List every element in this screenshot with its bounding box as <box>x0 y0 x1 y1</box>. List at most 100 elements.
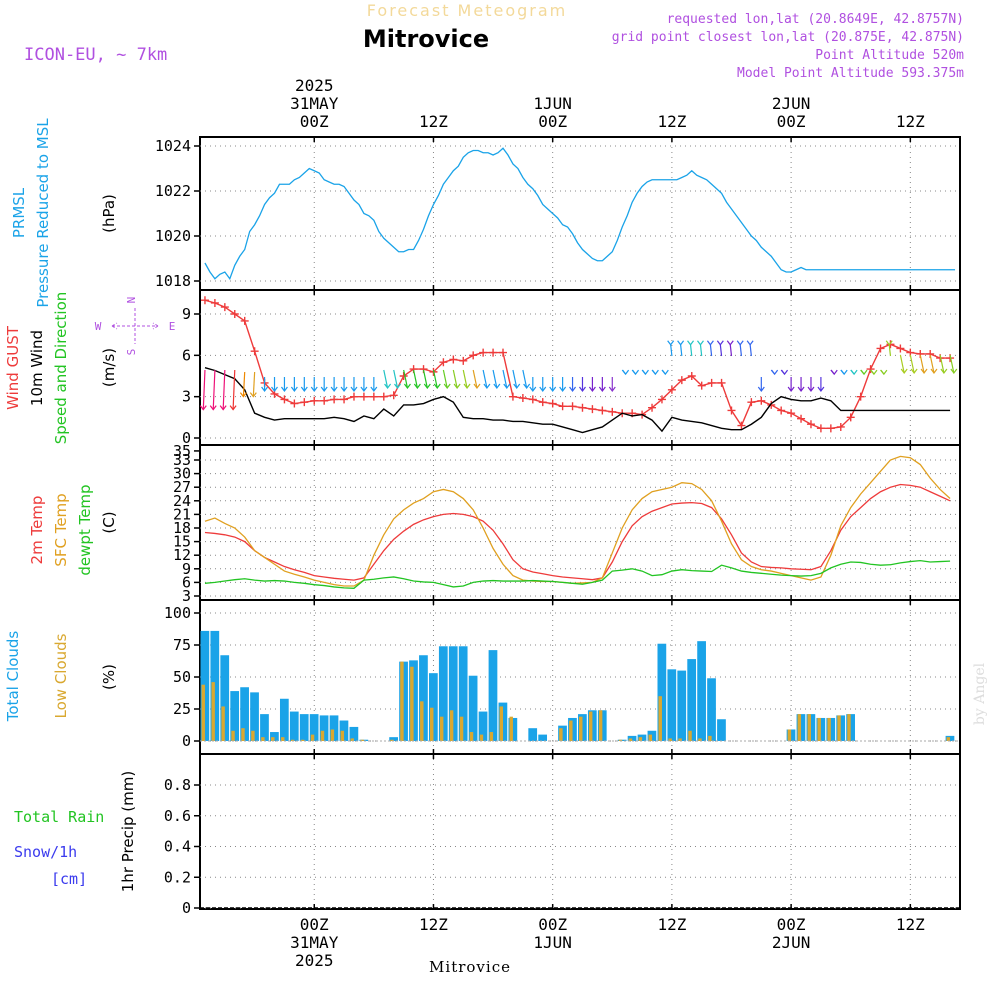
gust-marker <box>320 396 329 405</box>
total-clouds-bar <box>448 646 458 741</box>
low-clouds-bar <box>350 738 354 741</box>
panel-frame <box>199 444 961 601</box>
compass-label: E <box>169 320 176 333</box>
bottom-date-label: 1JUN <box>533 933 572 952</box>
top-date-label: 00Z <box>300 112 329 131</box>
low-clouds-bar <box>420 701 424 741</box>
total-clouds-bar <box>349 726 359 741</box>
wind-barb-head <box>920 368 928 375</box>
gust-marker <box>886 340 895 349</box>
wind-barb <box>709 344 713 357</box>
wind-barb-head <box>940 368 948 375</box>
low-clouds-bar <box>618 739 623 741</box>
gust-marker <box>558 402 567 411</box>
wind-barb <box>689 344 693 357</box>
wind-barb-head <box>870 369 878 376</box>
y-tick-label: 0.8 <box>164 776 191 794</box>
low-clouds-bar <box>787 729 792 741</box>
total-clouds-bar <box>250 692 259 741</box>
gust-marker <box>747 398 756 407</box>
wind-barb-head <box>830 369 838 376</box>
low-clouds-bar <box>708 735 712 741</box>
gust-marker <box>489 348 498 357</box>
total-clouds-bar <box>717 719 726 741</box>
wind-barb-head <box>473 383 481 390</box>
total-clouds-bar <box>697 641 706 741</box>
gust-marker <box>399 372 408 380</box>
bottom-date-label: 00Z <box>777 915 806 934</box>
gust-marker <box>697 381 706 390</box>
wind-barb-head <box>900 368 908 375</box>
gust-marker <box>528 395 537 404</box>
low-clouds-bar <box>648 734 653 741</box>
gust-marker <box>598 406 607 415</box>
wind-barb-head <box>413 383 421 390</box>
total-clouds-bar <box>289 711 299 741</box>
gust-marker <box>757 396 766 405</box>
wind-barb-head <box>443 383 451 390</box>
low-clouds-bar <box>340 730 345 741</box>
low-clouds-bar <box>658 696 662 741</box>
y-tick-label: 3 <box>182 388 191 406</box>
total-clouds-bar <box>220 655 230 741</box>
unit-label: 1hr Precip (mm) <box>119 771 137 892</box>
wind-barb <box>888 344 892 357</box>
wind-barb-head <box>559 386 567 392</box>
low-clouds-bar <box>439 716 444 741</box>
wind-barb-head <box>910 368 918 375</box>
wind-barb <box>522 369 528 389</box>
bottom-date-label: 00Z <box>300 915 329 934</box>
wind-barb-head <box>271 386 278 392</box>
y-tick-label: 50 <box>173 668 191 686</box>
gust-marker <box>469 351 478 360</box>
total-clouds-bar <box>230 691 240 741</box>
wind-barb-head <box>493 383 501 390</box>
panel-pressure: 1018 1020 1022 1024 (hPa) PRMSL Pressure Reduc… <box>10 118 961 308</box>
gust-marker <box>379 392 388 401</box>
wind-barb-head <box>579 386 586 392</box>
low-clouds-bar <box>688 730 692 741</box>
total-clouds-bar <box>260 714 269 741</box>
wind-barb-head <box>320 386 328 392</box>
y-tick-label: 1020 <box>155 227 191 245</box>
wind-barb <box>512 369 518 389</box>
wind-barb-head <box>290 386 298 392</box>
total-clouds-bar <box>657 643 667 741</box>
top-date-label: 2025 <box>295 76 334 95</box>
wind-barb <box>383 369 389 389</box>
wind-barb-head <box>880 369 888 376</box>
total-clouds-bar <box>687 659 697 741</box>
wind-barb-head <box>706 340 714 346</box>
gust-marker <box>300 398 309 407</box>
panel-frame <box>199 753 961 910</box>
gust-marker <box>648 403 657 412</box>
wind-barb <box>472 369 478 389</box>
y-tick-label: 75 <box>173 636 191 654</box>
y-tick-label: 6 <box>182 573 191 591</box>
total-clouds-bar <box>478 711 488 741</box>
gust-marker <box>876 344 885 353</box>
low-clouds-bar <box>598 710 603 741</box>
wind-barb-head <box>817 386 825 392</box>
gust-marker <box>230 310 239 318</box>
series-prmsl <box>204 147 956 281</box>
bottom-date-label: 12Z <box>657 915 686 934</box>
total-clouds-bar <box>677 670 687 741</box>
y-tick-label: 15 <box>173 533 191 551</box>
wind-barb-head <box>850 369 858 376</box>
bottom-date-label: 00Z <box>538 915 567 934</box>
unit-label: (C) <box>100 511 118 533</box>
wind-barb-head <box>781 369 789 376</box>
y-tick-label: 1022 <box>155 182 191 200</box>
precip-legend-label: [cm] <box>51 870 87 888</box>
low-clouds-bar <box>827 717 831 741</box>
gust-marker <box>568 402 577 411</box>
wind-barb-head <box>423 383 431 390</box>
wind-barb-head <box>523 383 531 390</box>
low-clouds-bar <box>946 737 951 741</box>
low-clouds-bar <box>290 739 295 741</box>
gust-marker <box>737 421 746 430</box>
wind-barb <box>749 344 752 357</box>
wind-barb <box>739 344 743 357</box>
